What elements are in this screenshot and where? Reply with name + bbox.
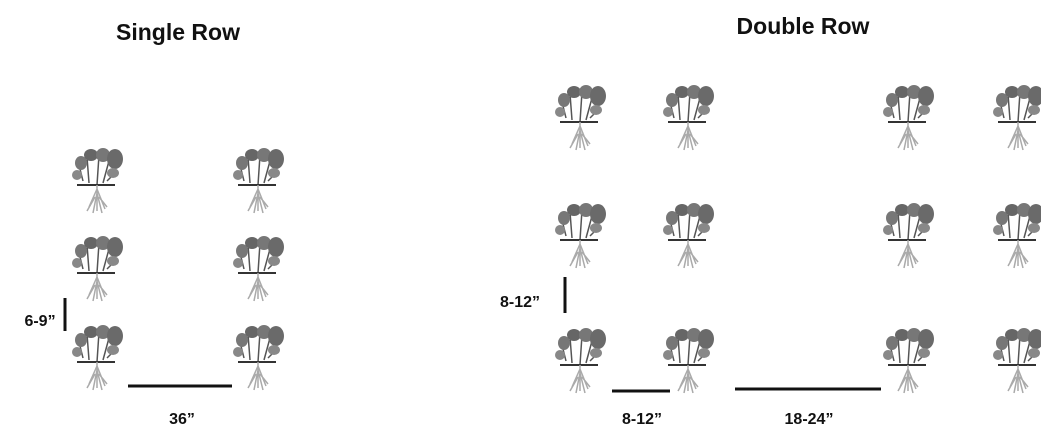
plant	[993, 203, 1041, 268]
plant	[993, 328, 1041, 393]
plant	[993, 85, 1041, 150]
dimension-label: 6-9”	[24, 313, 55, 330]
plant	[555, 328, 606, 393]
plant	[663, 85, 714, 150]
dimension-label: 36”	[169, 411, 195, 428]
plant	[233, 325, 284, 390]
dimension-label: 18-24”	[785, 411, 834, 428]
panel-title: Single Row	[116, 19, 240, 45]
plant	[233, 148, 284, 213]
plant	[663, 328, 714, 393]
plant	[883, 203, 934, 268]
panel-title: Double Row	[737, 13, 870, 39]
dimension-label: 8-12”	[500, 294, 540, 311]
plant	[233, 236, 284, 301]
plant	[883, 328, 934, 393]
plant	[555, 203, 606, 268]
dimension-label: 8-12”	[622, 411, 662, 428]
plant	[72, 325, 123, 390]
double-row-plants	[555, 85, 1041, 393]
plant	[72, 236, 123, 301]
plant	[663, 203, 714, 268]
plant	[555, 85, 606, 150]
diagram: Single Row Double Row 6-9” 36” 8-12” 8-1…	[0, 0, 1041, 428]
plant	[72, 148, 123, 213]
plant	[883, 85, 934, 150]
single-row-plants	[72, 148, 284, 390]
